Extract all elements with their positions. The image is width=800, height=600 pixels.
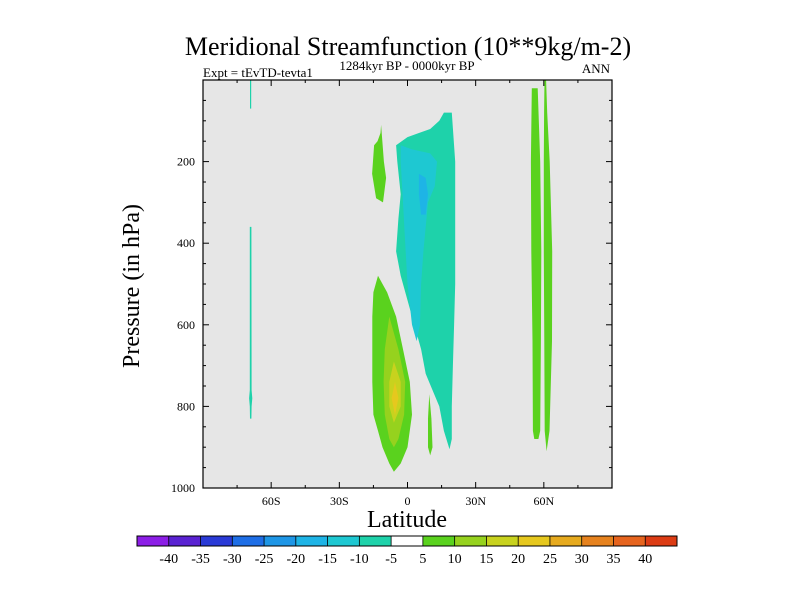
colorbar-swatch bbox=[168, 536, 201, 546]
colorbar-label: 40 bbox=[638, 552, 652, 567]
chart-title: Meridional Streamfunction (10**9kg/m-2) bbox=[185, 32, 631, 61]
contour-layer bbox=[249, 80, 553, 472]
colorbar-label: -20 bbox=[286, 552, 305, 567]
colorbar-swatch bbox=[200, 536, 233, 546]
colorbar: -40 -35 -30 -25 -20 -15 -10 -5 5 10 15 20 25 30 35 40 bbox=[136, 535, 678, 567]
y-axis-ticks: 200 400 600 800 1000 bbox=[171, 79, 612, 495]
contour-nh-midlat-positive-band-right bbox=[543, 80, 553, 452]
colorbar-label: -10 bbox=[350, 552, 369, 567]
contour-lower-positive-cell-20 bbox=[391, 381, 399, 415]
colorbar-label: -5 bbox=[385, 552, 397, 567]
colorbar-frame bbox=[136, 535, 678, 547]
y-tick-label: 400 bbox=[177, 236, 195, 250]
y-tick-label: 1000 bbox=[171, 481, 195, 495]
colorbar-swatch bbox=[581, 536, 614, 546]
contour-upper-left-positive-cell bbox=[372, 124, 387, 203]
colorbar-label: 5 bbox=[419, 552, 426, 567]
x-axis-label: Latitude bbox=[367, 507, 447, 533]
y-tick-label: 800 bbox=[177, 399, 195, 413]
colorbar-label: -25 bbox=[255, 552, 274, 567]
colorbar-label: 10 bbox=[448, 552, 462, 567]
colorbar-label: 20 bbox=[511, 552, 525, 567]
colorbar-label: -30 bbox=[223, 552, 242, 567]
colorbar-label: 35 bbox=[606, 552, 620, 567]
time-range-label: 1284kyr BP - 0000kyr BP bbox=[339, 58, 474, 73]
y-tick-label: 600 bbox=[177, 318, 195, 332]
colorbar-label: 15 bbox=[479, 552, 493, 567]
contour-sh-high-lat-thin-negative bbox=[250, 80, 252, 109]
colorbar-swatch bbox=[518, 536, 551, 546]
colorbar-swatch bbox=[422, 536, 455, 546]
y-axis-label: Pressure (in hPa) bbox=[119, 204, 145, 368]
colorbar-label: -40 bbox=[159, 552, 178, 567]
colorbar-swatch bbox=[549, 536, 582, 546]
colorbar-swatch bbox=[264, 536, 297, 546]
colorbar-label: 25 bbox=[543, 552, 557, 567]
colorbar-label: 30 bbox=[575, 552, 589, 567]
contour-tropical-negative-cell-15 bbox=[418, 173, 428, 215]
colorbar-swatch bbox=[613, 536, 646, 546]
colorbar-swatch bbox=[486, 536, 519, 546]
experiment-label: Expt = tEvTD-tevta1 bbox=[203, 65, 313, 80]
x-tick-label: 0 bbox=[405, 494, 411, 508]
colorbar-swatch bbox=[454, 536, 487, 546]
colorbar-swatch bbox=[232, 536, 265, 546]
colorbar-swatch bbox=[359, 536, 392, 546]
x-tick-label: 60S bbox=[262, 494, 281, 508]
x-tick-label: 30S bbox=[330, 494, 349, 508]
y-tick-label: 200 bbox=[177, 155, 195, 169]
season-label: ANN bbox=[582, 61, 611, 76]
contour-nh-midlat-positive-band-left bbox=[530, 88, 542, 439]
colorbar-swatch bbox=[295, 536, 328, 546]
x-tick-label: 30N bbox=[465, 494, 486, 508]
colorbar-swatch bbox=[645, 536, 678, 546]
colorbar-label: -35 bbox=[191, 552, 210, 567]
colorbar-label: -15 bbox=[318, 552, 337, 567]
colorbar-swatch bbox=[391, 536, 424, 546]
x-tick-label: 60N bbox=[533, 494, 554, 508]
colorbar-swatch bbox=[137, 536, 170, 546]
colorbar-swatch bbox=[327, 536, 360, 546]
contour-sh-high-lat-thin-negative-lower bbox=[249, 226, 253, 419]
contour-small-positive-near-eq bbox=[428, 394, 433, 456]
